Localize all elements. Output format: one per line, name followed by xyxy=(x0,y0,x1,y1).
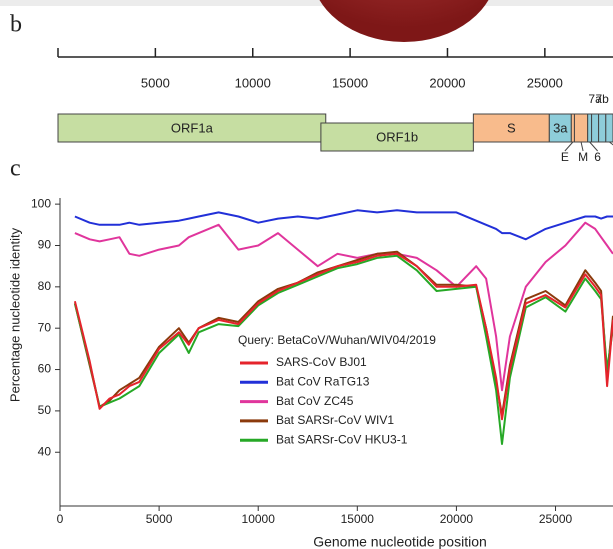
figure: b c 5000 10000 15000 20000 25000 ORF1a ORF1b S 3… xyxy=(0,0,613,549)
gene-label: ORF1a xyxy=(171,120,214,135)
genome-tick-label: 10000 xyxy=(235,75,271,90)
legend-title: Query: BetaCoV/Wuhan/WIV04/2019 xyxy=(238,333,436,347)
plot-area xyxy=(75,210,613,444)
series-line xyxy=(75,210,613,239)
x-tick-label: 10000 xyxy=(242,512,276,526)
genome-tick-label: 15000 xyxy=(332,75,368,90)
x-tick-label: 15000 xyxy=(341,512,375,526)
gene-box xyxy=(574,114,587,142)
gene-box xyxy=(592,114,599,142)
gene-label: 6 xyxy=(594,150,601,164)
gene-label: E xyxy=(561,150,569,164)
virus-image xyxy=(311,0,497,42)
gene-label: ORF1b xyxy=(376,129,418,144)
x-axis-label: Genome nucleotide position xyxy=(313,534,487,549)
chart: 40 50 60 70 80 90 100 0 5000 10000 15000 20000 25000… xyxy=(7,196,613,549)
x-tick-label: 5000 xyxy=(146,512,173,526)
legend-label: Bat SARSr-CoV HKU3-1 xyxy=(276,432,408,446)
gene-box xyxy=(599,114,606,142)
y-tick-label: 80 xyxy=(38,279,52,293)
x-tick-label: 20000 xyxy=(440,512,474,526)
gene-box xyxy=(606,114,613,142)
y-tick-label: 70 xyxy=(38,320,52,334)
y-tick-label: 100 xyxy=(31,196,51,210)
genome-tick-label: 25000 xyxy=(527,75,563,90)
gene-label: 3a xyxy=(553,120,568,135)
x-tick-label: 0 xyxy=(57,512,64,526)
legend-label: Bat CoV ZC45 xyxy=(276,394,354,408)
gene-label: M xyxy=(578,150,588,164)
y-tick-label: 40 xyxy=(38,444,52,458)
gene-leader xyxy=(609,142,613,151)
page: b c 5000 10000 15000 20000 25000 ORF1a ORF1b S 3… xyxy=(0,0,613,549)
top-strip xyxy=(0,0,613,6)
panel-label: c xyxy=(10,156,21,182)
legend-label: Bat SARSr-CoV WIV1 xyxy=(276,413,394,427)
legend-label: Bat CoV RaTG13 xyxy=(276,374,370,388)
gene-label: 7b xyxy=(596,92,610,106)
x-tick-label: 25000 xyxy=(539,512,573,526)
y-tick-label: 90 xyxy=(38,238,52,252)
y-tick-label: 60 xyxy=(38,362,52,376)
genome-tick-label: 5000 xyxy=(141,75,170,90)
gene-box xyxy=(588,114,592,142)
panel-label: b xyxy=(10,12,22,38)
gene-label: S xyxy=(507,120,516,135)
y-axis-label: Percentage nucleotide identity xyxy=(7,227,22,402)
y-tick-label: 50 xyxy=(38,403,52,417)
legend-label: SARS-CoV BJ01 xyxy=(276,355,367,369)
genome-tick-label: 20000 xyxy=(429,75,465,90)
